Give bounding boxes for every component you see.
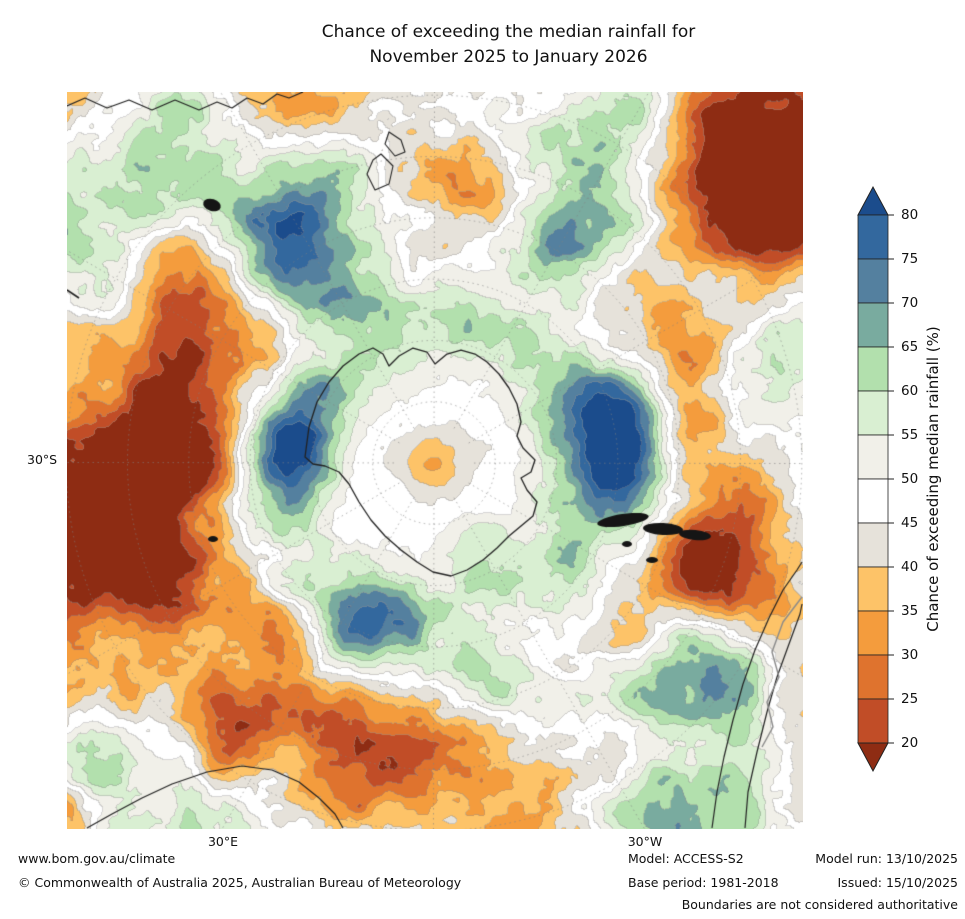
copyright-text: © Commonwealth of Australia 2025, Austra… bbox=[18, 875, 462, 890]
colorbar-segment bbox=[857, 258, 889, 304]
colorbar-arrow-bottom bbox=[857, 742, 889, 773]
disclaimer-text: Boundaries are not considered authoritat… bbox=[681, 897, 958, 912]
longitude-label-30e: 30°E bbox=[207, 834, 239, 849]
colorbar-segment bbox=[857, 654, 889, 700]
title-line2: November 2025 to January 2026 bbox=[369, 47, 648, 67]
base-period-text: Base period: 1981-2018 bbox=[628, 875, 779, 890]
page-title: Chance of exceeding the median rainfall … bbox=[52, 20, 965, 70]
colorbar-tick-label: 50 bbox=[901, 471, 919, 487]
colorbar-segment bbox=[857, 698, 889, 744]
latitude-label-30s: 30°S bbox=[27, 452, 58, 467]
colorbar: 80 75 70 65 60 55 50 45 40 35 30 25 20 bbox=[855, 185, 955, 777]
colorbar-segment bbox=[857, 214, 889, 260]
colorbar-segment bbox=[857, 610, 889, 656]
colorbar-tick-label: 30 bbox=[901, 647, 919, 663]
colorbar-tick-label: 20 bbox=[901, 735, 919, 751]
colorbar-tick-label: 60 bbox=[901, 383, 919, 399]
colorbar-tick-label: 70 bbox=[901, 295, 919, 311]
colorbar-tick-label: 75 bbox=[901, 251, 919, 267]
title-line1: Chance of exceeding the median rainfall … bbox=[321, 22, 696, 42]
colorbar-tick-label: 40 bbox=[901, 559, 919, 575]
colorbar-segment bbox=[857, 434, 889, 480]
colorbar-segment bbox=[857, 390, 889, 436]
website-text: www.bom.gov.au/climate bbox=[18, 851, 176, 866]
issued-text: Issued: 15/10/2025 bbox=[837, 875, 959, 890]
colorbar-tick-label: 80 bbox=[901, 207, 919, 223]
colorbar-tick-label: 45 bbox=[901, 515, 919, 531]
model-text: Model: ACCESS-S2 bbox=[628, 851, 744, 866]
colorbar-tick-label: 55 bbox=[901, 427, 919, 443]
colorbar-segment bbox=[857, 346, 889, 392]
longitude-label-30w: 30°W bbox=[627, 834, 663, 849]
colorbar-segment bbox=[857, 478, 889, 524]
colorbar-tick-label: 25 bbox=[901, 691, 919, 707]
colorbar-axis-label: Chance of exceeding median rainfall (%) bbox=[924, 326, 942, 632]
colorbar-tick-label: 65 bbox=[901, 339, 919, 355]
model-run-text: Model run: 13/10/2025 bbox=[815, 851, 958, 866]
colorbar-segment bbox=[857, 302, 889, 348]
colorbar-tick-label: 35 bbox=[901, 603, 919, 619]
colorbar-arrow-top bbox=[857, 185, 889, 216]
colorbar-segment bbox=[857, 522, 889, 568]
colorbar-segment bbox=[857, 566, 889, 612]
colorbar-svg bbox=[857, 185, 894, 773]
rainfall-probability-map bbox=[67, 92, 803, 829]
